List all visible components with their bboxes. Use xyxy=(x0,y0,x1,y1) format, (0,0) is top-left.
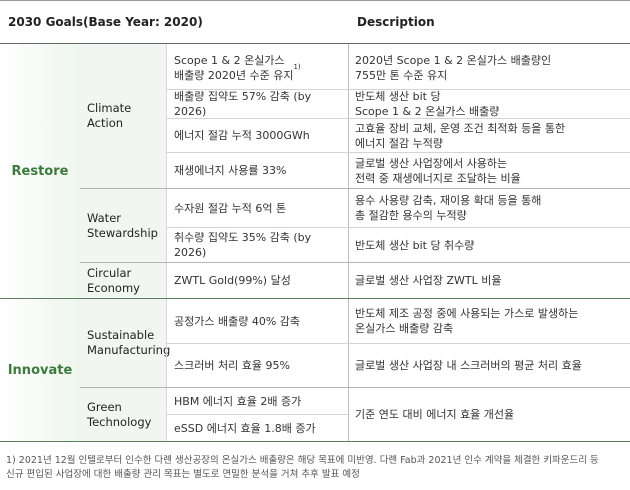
table-row-description: 글로벌 생산 사업장에서 사용하는 전력 중 재생에너지로 조달하는 비율 xyxy=(355,156,521,185)
table-row-description: 글로벌 생산 사업장 ZWTL 비율 xyxy=(355,274,502,287)
category-restore: Restore xyxy=(0,44,80,298)
table-row-description: 용수 사용량 감축, 재이용 확대 등을 통해 총 절감한 용수의 누적량 xyxy=(355,194,542,222)
table-row-goal: 에너지 절감 누적 3000GWh xyxy=(174,129,310,142)
table-row-description: 반도체 생산 bit 당 Scope 1 & 2 온실가스 배출량 xyxy=(355,90,500,118)
table-row-goal: 수자원 절감 누적 6억 톤 xyxy=(174,201,287,215)
table-row-goal: eSSD 에너지 효율 1.8배 증가 xyxy=(174,421,316,435)
goals-column-header: 2030 Goals(Base Year: 2020) xyxy=(8,14,203,29)
table-row-goal: ZWTL Gold(99%) 달성 xyxy=(174,274,291,287)
category-divider xyxy=(0,298,630,299)
table-row-description: 반도체 제조 공정 중에 사용되는 가스로 발생하는 온실가스 배출량 감축 xyxy=(355,307,579,335)
row-divider xyxy=(166,89,630,90)
row-divider xyxy=(166,227,630,228)
table-row-goal: 취수량 집약도 35% 감축 (by 2026) xyxy=(174,231,312,259)
row-divider xyxy=(166,414,348,415)
footnote-marker: 1) xyxy=(293,63,301,71)
table-row-goal: 배출량 집약도 57% 감축 (by 2026) xyxy=(174,90,312,118)
table-row-description: 기준 연도 대비 에너지 효율 개선율 xyxy=(355,408,515,421)
table-row-description: 고효율 장비 교체, 운영 조건 최적화 등을 통한 에너지 절감 누적량 xyxy=(355,121,566,150)
category-restore-label: Restore xyxy=(11,163,69,179)
group-divider xyxy=(80,188,630,189)
goal-text: Scope 1 & 2 온실가스 배출량 2020년 수준 유지 xyxy=(174,53,294,82)
header-bottom-border xyxy=(0,43,630,44)
table-row-description: 글로벌 생산 사업장 내 스크러버의 평균 처리 효율 xyxy=(355,359,582,372)
table-row-description: 반도체 생산 bit 당 취수량 xyxy=(355,238,475,252)
subcategory-sustainable-manufacturing: Sustainable Manufacturing xyxy=(80,299,170,387)
subcategory-circular-economy: Circular Economy xyxy=(80,263,166,298)
table-top-border xyxy=(0,0,630,1)
column-divider-description xyxy=(348,44,349,441)
category-innovate-label: Innovate xyxy=(7,362,73,378)
group-divider xyxy=(80,387,630,388)
subcategory-climate-action: Climate Action xyxy=(80,44,166,188)
table-row-description: 2020년 Scope 1 & 2 온실가스 배출량인 755만 톤 수준 유지 xyxy=(355,53,552,82)
description-column-header: Description xyxy=(357,14,435,29)
subcategory-water-stewardship: Water Stewardship xyxy=(80,189,166,262)
subcategory-green-technology: Green Technology xyxy=(80,388,166,441)
row-divider xyxy=(166,118,630,119)
footnote: 1) 2021년 12월 인텔로부터 인수한 다롄 생산공장의 온실가스 배출량… xyxy=(6,455,599,480)
table-row-goal: 스크러버 처리 효율 95% xyxy=(174,359,290,372)
table-row-goal: 재생에너지 사용률 33% xyxy=(174,164,287,177)
table-bottom-border xyxy=(0,441,630,442)
table-row-goal: HBM 에너지 효율 2배 증가 xyxy=(174,394,302,408)
column-divider-goals xyxy=(166,44,167,441)
group-divider xyxy=(80,262,630,263)
table-row-goal: 공정가스 배출량 40% 감축 xyxy=(174,314,301,328)
row-divider xyxy=(166,152,630,153)
row-divider xyxy=(166,343,630,344)
table-row-goal: Scope 1 & 2 온실가스 배출량 2020년 수준 유지 1) xyxy=(174,46,346,89)
category-innovate: Innovate xyxy=(0,299,80,441)
